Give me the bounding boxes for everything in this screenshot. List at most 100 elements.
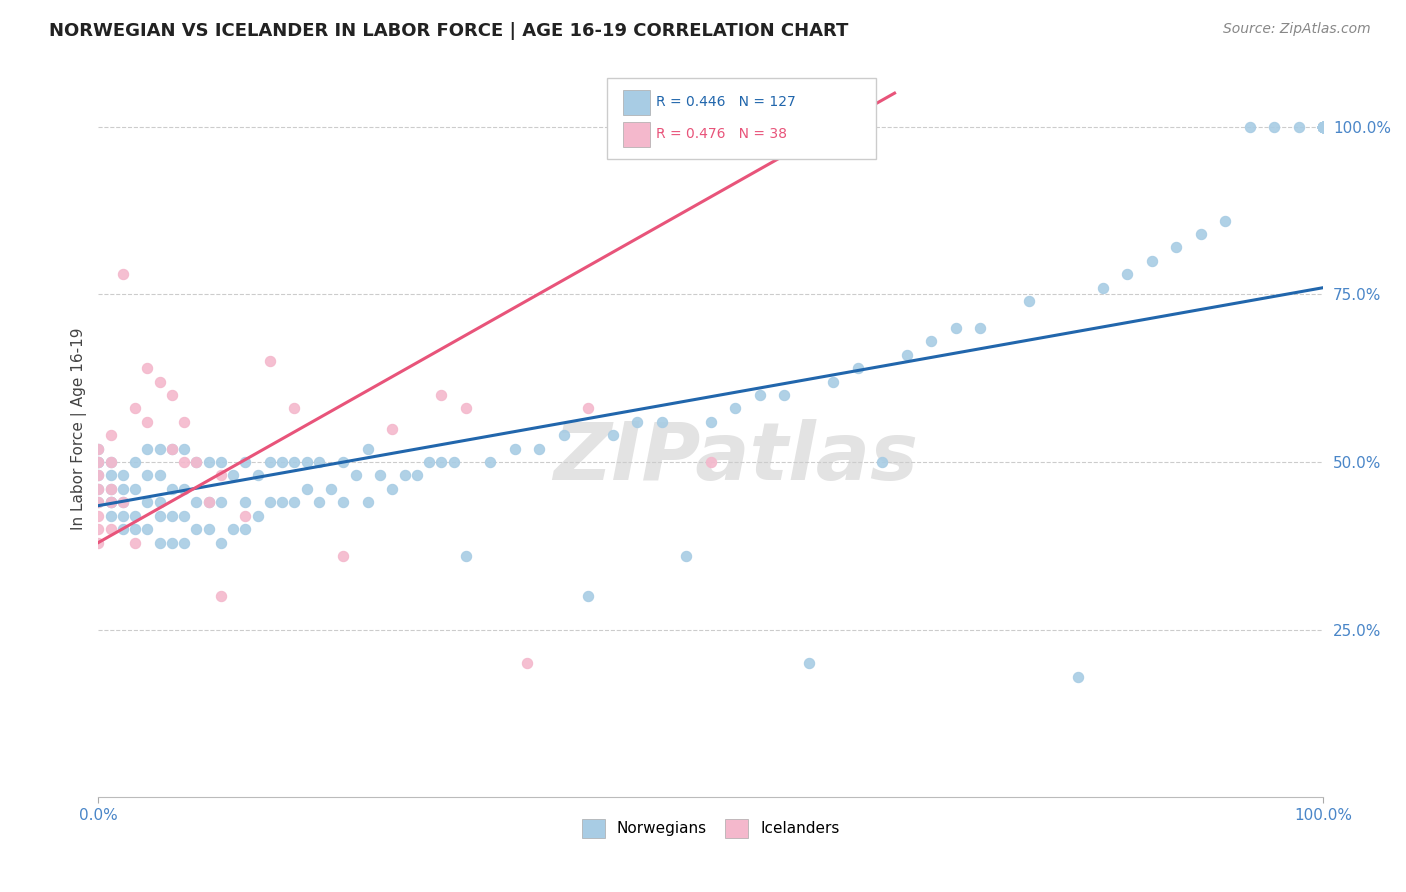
Point xyxy=(136,442,159,456)
Text: NORWEGIAN VS ICELANDER IN LABOR FORCE | AGE 16-19 CORRELATION CHART: NORWEGIAN VS ICELANDER IN LABOR FORCE | … xyxy=(49,22,849,40)
Point xyxy=(173,482,195,496)
Point xyxy=(111,267,134,281)
Point xyxy=(773,388,796,402)
Point xyxy=(1312,120,1334,134)
Legend: Norwegians, Icelanders: Norwegians, Icelanders xyxy=(574,811,848,845)
Point xyxy=(295,455,318,469)
Point xyxy=(896,348,918,362)
Point xyxy=(100,508,122,523)
Point xyxy=(454,549,477,563)
Point xyxy=(233,508,256,523)
Point xyxy=(124,535,146,549)
Point xyxy=(1189,227,1212,241)
Point xyxy=(700,455,723,469)
Point xyxy=(87,455,110,469)
Point xyxy=(1288,120,1310,134)
Point xyxy=(344,468,367,483)
Point xyxy=(1312,120,1334,134)
Point xyxy=(454,401,477,416)
Text: ZIPatlas: ZIPatlas xyxy=(553,419,918,497)
Point xyxy=(823,375,845,389)
Point xyxy=(1312,120,1334,134)
Point xyxy=(1312,120,1334,134)
Point xyxy=(233,455,256,469)
Point xyxy=(87,508,110,523)
Point xyxy=(479,455,502,469)
Point xyxy=(111,495,134,509)
Point xyxy=(186,495,208,509)
Point xyxy=(160,388,183,402)
FancyBboxPatch shape xyxy=(607,78,876,159)
Point xyxy=(124,455,146,469)
Point xyxy=(418,455,440,469)
Point xyxy=(1116,267,1139,281)
Point xyxy=(100,482,122,496)
Point xyxy=(1213,213,1236,227)
Point xyxy=(111,495,134,509)
Point xyxy=(700,415,723,429)
Point xyxy=(969,321,991,335)
Point xyxy=(1166,240,1188,254)
Point xyxy=(724,401,747,416)
Point xyxy=(872,455,894,469)
Point xyxy=(405,468,427,483)
Point xyxy=(173,415,195,429)
Point xyxy=(124,482,146,496)
Point xyxy=(87,482,110,496)
Point xyxy=(197,455,219,469)
Point xyxy=(259,495,281,509)
Point xyxy=(209,495,232,509)
Point xyxy=(222,468,245,483)
Point xyxy=(100,468,122,483)
Point xyxy=(233,495,256,509)
Point xyxy=(160,508,183,523)
Point xyxy=(368,468,391,483)
Text: R = 0.446   N = 127: R = 0.446 N = 127 xyxy=(655,95,796,110)
Point xyxy=(357,442,380,456)
Point xyxy=(173,508,195,523)
Point xyxy=(87,482,110,496)
Point xyxy=(136,522,159,536)
Text: Source: ZipAtlas.com: Source: ZipAtlas.com xyxy=(1223,22,1371,37)
Point xyxy=(576,589,599,603)
Point xyxy=(308,495,330,509)
Point xyxy=(246,468,269,483)
Point xyxy=(173,442,195,456)
Point xyxy=(100,455,122,469)
Point xyxy=(100,482,122,496)
Point xyxy=(173,535,195,549)
Point xyxy=(1312,120,1334,134)
Point xyxy=(87,495,110,509)
Point xyxy=(149,375,172,389)
Point xyxy=(357,495,380,509)
Point xyxy=(1239,120,1261,134)
Point xyxy=(332,549,354,563)
Point xyxy=(100,522,122,536)
Point xyxy=(602,428,624,442)
Text: R = 0.476   N = 38: R = 0.476 N = 38 xyxy=(655,128,787,141)
Point xyxy=(553,428,575,442)
Y-axis label: In Labor Force | Age 16-19: In Labor Force | Age 16-19 xyxy=(72,327,87,530)
Point xyxy=(87,442,110,456)
Point xyxy=(430,455,453,469)
Point xyxy=(626,415,648,429)
Point xyxy=(846,361,869,376)
Point xyxy=(209,455,232,469)
Point xyxy=(1312,120,1334,134)
Point xyxy=(283,455,305,469)
Point xyxy=(1312,120,1334,134)
Point xyxy=(87,468,110,483)
Point xyxy=(1312,120,1334,134)
Point xyxy=(87,495,110,509)
Point xyxy=(233,522,256,536)
Point xyxy=(1312,120,1334,134)
Point xyxy=(651,415,673,429)
Point xyxy=(149,468,172,483)
Point xyxy=(186,455,208,469)
Point xyxy=(149,508,172,523)
Point xyxy=(124,522,146,536)
Point xyxy=(1018,294,1040,309)
Point xyxy=(87,455,110,469)
Point xyxy=(271,495,294,509)
Point xyxy=(381,421,404,435)
